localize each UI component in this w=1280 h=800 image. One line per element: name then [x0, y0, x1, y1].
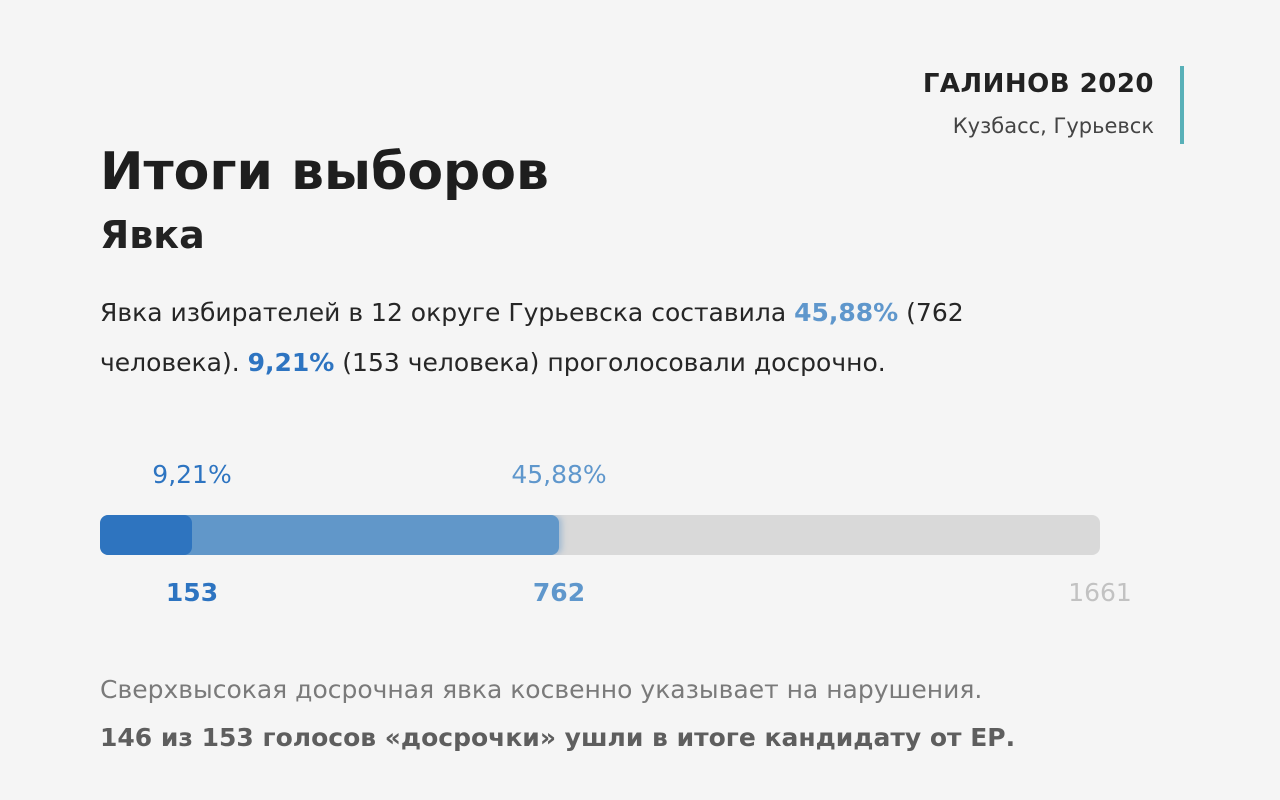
- early-count-label: 153: [165, 578, 219, 607]
- page-subtitle: Явка: [100, 213, 205, 257]
- turnout-description: Явка избирателей в 12 округе Гурьевска с…: [100, 288, 1110, 388]
- brand-subtitle: Кузбасс, Гурьевск: [952, 114, 1154, 138]
- footnote: Сверхвысокая досрочная явка косвенно ука…: [100, 666, 1200, 762]
- max-count-label: 1661: [1068, 578, 1132, 607]
- page-title: Итоги выборов: [100, 142, 549, 202]
- turnout-track: [100, 515, 1100, 555]
- turnout-chart: 9,21% 45,88% 153 762 1661: [100, 450, 1132, 620]
- total-percent-label: 45,88%: [511, 460, 607, 489]
- early-percent-label: 9,21%: [152, 460, 232, 489]
- total-count-label: 762: [532, 578, 586, 607]
- description-text-2: (762 человека).: [100, 298, 964, 377]
- description-highlight-early: 9,21%: [247, 348, 335, 377]
- description-text-1: Явка избирателей в 12 округе Гурьевска с…: [100, 298, 795, 327]
- brand-block: ГАЛИНОВ 2020 Кузбасс, Гурьевск: [923, 66, 1184, 144]
- description-highlight-total: 45,88%: [794, 298, 899, 327]
- description-text-3: (153 человека) проголосовали досрочно.: [334, 348, 886, 377]
- brand-title: ГАЛИНОВ 2020: [922, 69, 1154, 99]
- early-turnout-bar: [100, 515, 192, 555]
- footnote-line-2: 146 из 153 голосов «досрочки» ушли в ито…: [100, 723, 1016, 752]
- footnote-line-1: Сверхвысокая досрочная явка косвенно ука…: [100, 675, 983, 704]
